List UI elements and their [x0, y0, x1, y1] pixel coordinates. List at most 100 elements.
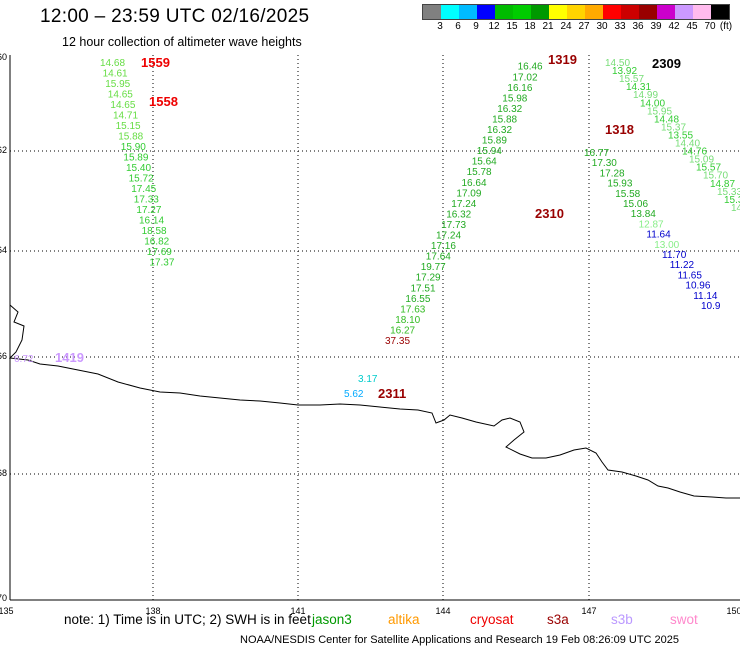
wave-height-value: 13.00 [654, 240, 679, 251]
wave-height-value: 11.64 [646, 230, 671, 241]
wave-height-value: 16.14 [139, 216, 164, 227]
wave-height-value: 17.33 [134, 195, 159, 206]
track-time-label: 1319 [548, 52, 577, 67]
longitude-label: 141 [290, 606, 305, 616]
scale-labels: 3 6 9 12 15 18 21 24 27 30 33 36 39 42 45 70 (ft) [422, 20, 733, 34]
wave-height-value: 10.96 [685, 281, 710, 292]
scale-label: 45 [686, 21, 698, 32]
wave-height-value: 15.33 [717, 187, 740, 198]
wave-height-value: 15.93 [607, 179, 632, 190]
wave-height-value: 19.77 [421, 262, 446, 273]
track-time-label: 2310 [535, 206, 564, 221]
wave-height-value: 14.68 [100, 58, 125, 69]
wave-height-value: 17.29 [416, 273, 441, 284]
wave-height-value: 11.70 [662, 250, 687, 261]
scale-label: 30 [596, 21, 608, 32]
wave-height-value: 17.27 [136, 205, 161, 216]
map-title: 12:00 – 23:59 UTC 02/16/2025 [40, 6, 310, 27]
scale-box [477, 5, 495, 19]
wave-height-value: 10.9 [701, 301, 721, 312]
wave-height-value: 16.32 [497, 104, 522, 115]
longitude-label: 147 [581, 606, 596, 616]
wave-height-value: 16.55 [405, 294, 430, 305]
wave-height-value: 15.72 [129, 174, 154, 185]
scale-label: 3 [437, 21, 443, 32]
scale-box [459, 5, 477, 19]
wave-height-value: 13.92 [612, 66, 637, 77]
wave-height-value: 17.63 [400, 304, 425, 315]
wave-height-observations: 14.6814.6115.9514.6514.6514.7115.1515.88… [14, 58, 740, 400]
wave-height-value: 15.58 [615, 189, 640, 200]
wave-height-value: 15.98 [502, 93, 527, 104]
wave-height-value: 13.84 [631, 209, 656, 220]
latitude-labels: -60 -62 -64 -66 -68 -70 [0, 52, 7, 603]
wave-height-value: 17.45 [131, 184, 156, 195]
wave-height-value: 11.14 [693, 291, 718, 302]
wave-height-value: 15.3 [724, 195, 740, 206]
wave-height-value: 16.16 [507, 83, 532, 94]
legend-s3b: s3b [611, 612, 633, 627]
track-time-label: 1558 [149, 94, 178, 109]
scale-box [531, 5, 549, 19]
legend-cryosat: cryosat [470, 612, 514, 627]
scale-box [621, 5, 639, 19]
wave-height-value: 14.00 [640, 98, 665, 109]
wave-height-value: 17.16 [431, 241, 456, 252]
wave-height-value: 11.65 [678, 270, 703, 281]
wave-height-value: 15.89 [482, 136, 507, 147]
wave-height-value: 15.57 [696, 163, 721, 174]
wave-height-value: 14.31 [626, 82, 651, 93]
wave-height-value: 16.64 [462, 178, 487, 189]
wave-height-value: 3.17 [358, 374, 378, 385]
latitude-label: -60 [0, 52, 7, 62]
wave-height-color-scale: 3 6 9 12 15 18 21 24 27 30 33 36 39 42 45 70 (ft) [422, 4, 733, 34]
scale-box [567, 5, 585, 19]
longitude-label: 150 [726, 606, 740, 616]
wave-height-value: 6.72 [14, 354, 34, 365]
wave-height-value: 17.69 [147, 247, 172, 258]
scale-label: 24 [560, 21, 572, 32]
wave-height-value: 15.90 [121, 142, 146, 153]
scale-box [675, 5, 693, 19]
wave-height-value: 16.27 [390, 325, 415, 336]
scale-label: 27 [578, 21, 590, 32]
wave-height-value: 15.89 [123, 153, 148, 164]
wave-height-value: 14.65 [108, 90, 133, 101]
wave-height-value: 14.65 [110, 100, 135, 111]
wave-height-value: 16.77 [584, 148, 609, 159]
wave-height-value: 15.95 [647, 106, 672, 117]
scale-label: 42 [668, 21, 680, 32]
legend-swot: swot [670, 612, 698, 627]
wave-height-value: 5.62 [344, 389, 364, 400]
scale-unit: (ft) [719, 21, 733, 32]
wave-height-value: 15.88 [118, 132, 143, 143]
scale-label: 70 [704, 21, 716, 32]
wave-height-value: 15.15 [116, 121, 141, 132]
wave-height-value: 14.50 [605, 58, 630, 69]
wave-height-value: 17.73 [441, 220, 466, 231]
scale-label: 39 [650, 21, 662, 32]
legend-s3a: s3a [547, 612, 569, 627]
track-time-labels: 1559 1558 1319 1318 2309 2310 2311 1419 [55, 52, 681, 401]
legend-jason3: jason3 [312, 612, 352, 627]
wave-height-value: 18.58 [142, 226, 167, 237]
wave-height-value: 14 [731, 203, 740, 214]
longitude-label: 144 [435, 606, 450, 616]
wave-height-value: 14.76 [682, 147, 707, 158]
wave-height-value: 16.46 [518, 62, 543, 73]
wave-height-value: 15.70 [703, 171, 728, 182]
wave-height-value: 13.55 [668, 130, 693, 141]
footnote: note: 1) Time is in UTC; 2) SWH is in fe… [64, 612, 311, 627]
wave-height-value: 17.30 [592, 158, 617, 169]
wave-height-value: 15.64 [472, 157, 497, 168]
track-time-label: 1419 [55, 350, 84, 365]
wave-height-value: 16.82 [144, 237, 169, 248]
legend-altika: altika [388, 612, 420, 627]
scale-box [657, 5, 675, 19]
track-time-label: 1318 [605, 122, 634, 137]
track-time-label: 2309 [652, 56, 681, 71]
wave-height-value: 17.09 [456, 188, 481, 199]
map-subtitle: 12 hour collection of altimeter wave hei… [62, 35, 302, 49]
scale-box [513, 5, 531, 19]
